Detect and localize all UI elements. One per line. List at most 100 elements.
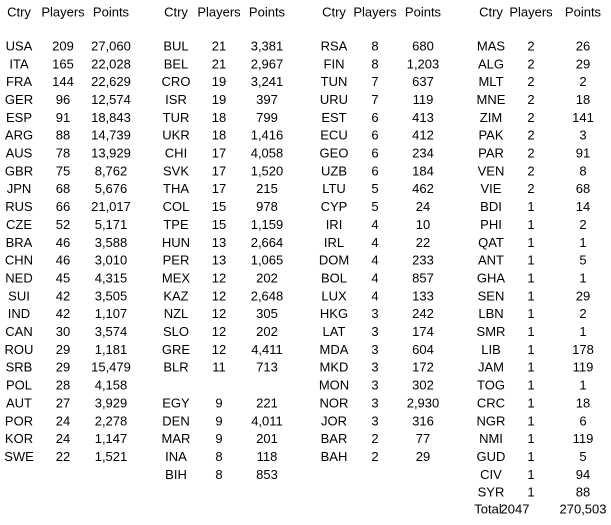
- column-header: Points: [249, 4, 286, 19]
- points-cell: 5,676: [95, 181, 128, 196]
- players-cell: 165: [52, 56, 74, 71]
- players-cell: 28: [56, 378, 70, 393]
- players-cell: 4: [371, 288, 378, 303]
- points-cell: 13,929: [91, 146, 131, 161]
- players-cell: 2: [527, 110, 534, 125]
- players-cell: 4: [371, 217, 378, 232]
- players-cell: 1: [527, 360, 534, 375]
- players-cell: 8: [371, 56, 378, 71]
- points-cell: 1: [579, 270, 586, 285]
- points-cell: 8,762: [95, 163, 128, 178]
- country-code: BAR: [321, 431, 348, 446]
- points-cell: 27,060: [91, 38, 131, 53]
- country-code: ARG: [5, 128, 33, 143]
- points-cell: 233: [412, 253, 434, 268]
- players-cell: 42: [56, 288, 70, 303]
- column-header: Players: [41, 4, 85, 19]
- players-cell: 2: [371, 449, 378, 464]
- points-cell: 3,381: [251, 38, 284, 53]
- points-cell: 3,929: [95, 395, 128, 410]
- players-cell: 19: [212, 74, 226, 89]
- country-code: MON: [319, 378, 349, 393]
- country-code: CHN: [5, 253, 33, 268]
- country-code: LBN: [478, 306, 503, 321]
- points-cell: 412: [412, 128, 434, 143]
- points-cell: 202: [256, 270, 278, 285]
- players-cell: 4: [371, 235, 378, 250]
- country-code: UKR: [162, 128, 189, 143]
- country-code: IND: [8, 306, 30, 321]
- players-cell: 17: [212, 163, 226, 178]
- points-cell: 22: [416, 235, 430, 250]
- points-cell: 18: [576, 395, 590, 410]
- points-cell: 1,521: [95, 449, 128, 464]
- country-code: CZE: [6, 217, 32, 232]
- country-code: FRA: [6, 74, 32, 89]
- points-cell: 1,065: [251, 253, 284, 268]
- players-cell: 12: [212, 288, 226, 303]
- points-cell: 2,648: [251, 288, 284, 303]
- points-cell: 1: [579, 324, 586, 339]
- country-code: HKG: [320, 306, 348, 321]
- players-cell: 52: [56, 217, 70, 232]
- points-cell: 316: [412, 413, 434, 428]
- points-cell: 1,159: [251, 217, 284, 232]
- players-cell: 2: [527, 128, 534, 143]
- points-cell: 853: [256, 467, 278, 482]
- country-code: SEN: [478, 288, 505, 303]
- points-cell: 604: [412, 342, 434, 357]
- points-cell: 4,315: [95, 270, 128, 285]
- points-cell: 14,739: [91, 128, 131, 143]
- points-cell: 8: [579, 163, 586, 178]
- players-cell: 17: [212, 181, 226, 196]
- points-cell: 3,574: [95, 324, 128, 339]
- country-code: MEX: [162, 270, 191, 285]
- players-cell: 96: [56, 92, 70, 107]
- country-code: CIV: [480, 467, 502, 482]
- points-cell: 1,107: [95, 306, 128, 321]
- country-code: GHA: [477, 270, 506, 285]
- players-cell: 21: [212, 56, 226, 71]
- points-cell: 133: [412, 288, 434, 303]
- country-code: CAN: [5, 324, 32, 339]
- points-cell: 2,664: [251, 235, 284, 250]
- total-players: 2047: [501, 502, 530, 517]
- points-cell: 1,203: [407, 56, 440, 71]
- country-code: NZL: [164, 306, 189, 321]
- points-cell: 5: [579, 253, 586, 268]
- players-cell: 9: [215, 395, 222, 410]
- players-cell: 19: [212, 92, 226, 107]
- points-cell: 184: [412, 163, 434, 178]
- players-cell: 30: [56, 324, 70, 339]
- players-cell: 1: [527, 235, 534, 250]
- players-cell: 6: [371, 128, 378, 143]
- players-cell: 1: [527, 467, 534, 482]
- players-cell: 66: [56, 199, 70, 214]
- country-code: UZB: [321, 163, 347, 178]
- players-cell: 3: [371, 324, 378, 339]
- points-cell: 1: [579, 235, 586, 250]
- country-code: LUX: [321, 288, 347, 303]
- points-cell: 3,241: [251, 74, 284, 89]
- country-code: CRO: [162, 74, 191, 89]
- country-code: BDI: [480, 199, 502, 214]
- points-cell: 118: [257, 449, 278, 464]
- players-cell: 4: [371, 253, 378, 268]
- players-cell: 13: [212, 253, 226, 268]
- country-code: PHI: [480, 217, 502, 232]
- players-cell: 2: [527, 163, 534, 178]
- points-cell: 119: [573, 431, 594, 446]
- country-code: POR: [5, 413, 33, 428]
- country-code: GER: [5, 92, 33, 107]
- players-cell: 5: [371, 181, 378, 196]
- country-code: JAM: [478, 360, 504, 375]
- points-cell: 221: [256, 395, 278, 410]
- players-cell: 1: [527, 217, 534, 232]
- players-cell: 6: [371, 110, 378, 125]
- players-cell: 7: [371, 92, 378, 107]
- points-cell: 799: [256, 110, 278, 125]
- country-code: LAT: [323, 324, 346, 339]
- points-cell: 88: [576, 485, 590, 500]
- players-cell: 42: [56, 306, 70, 321]
- players-cell: 2: [527, 56, 534, 71]
